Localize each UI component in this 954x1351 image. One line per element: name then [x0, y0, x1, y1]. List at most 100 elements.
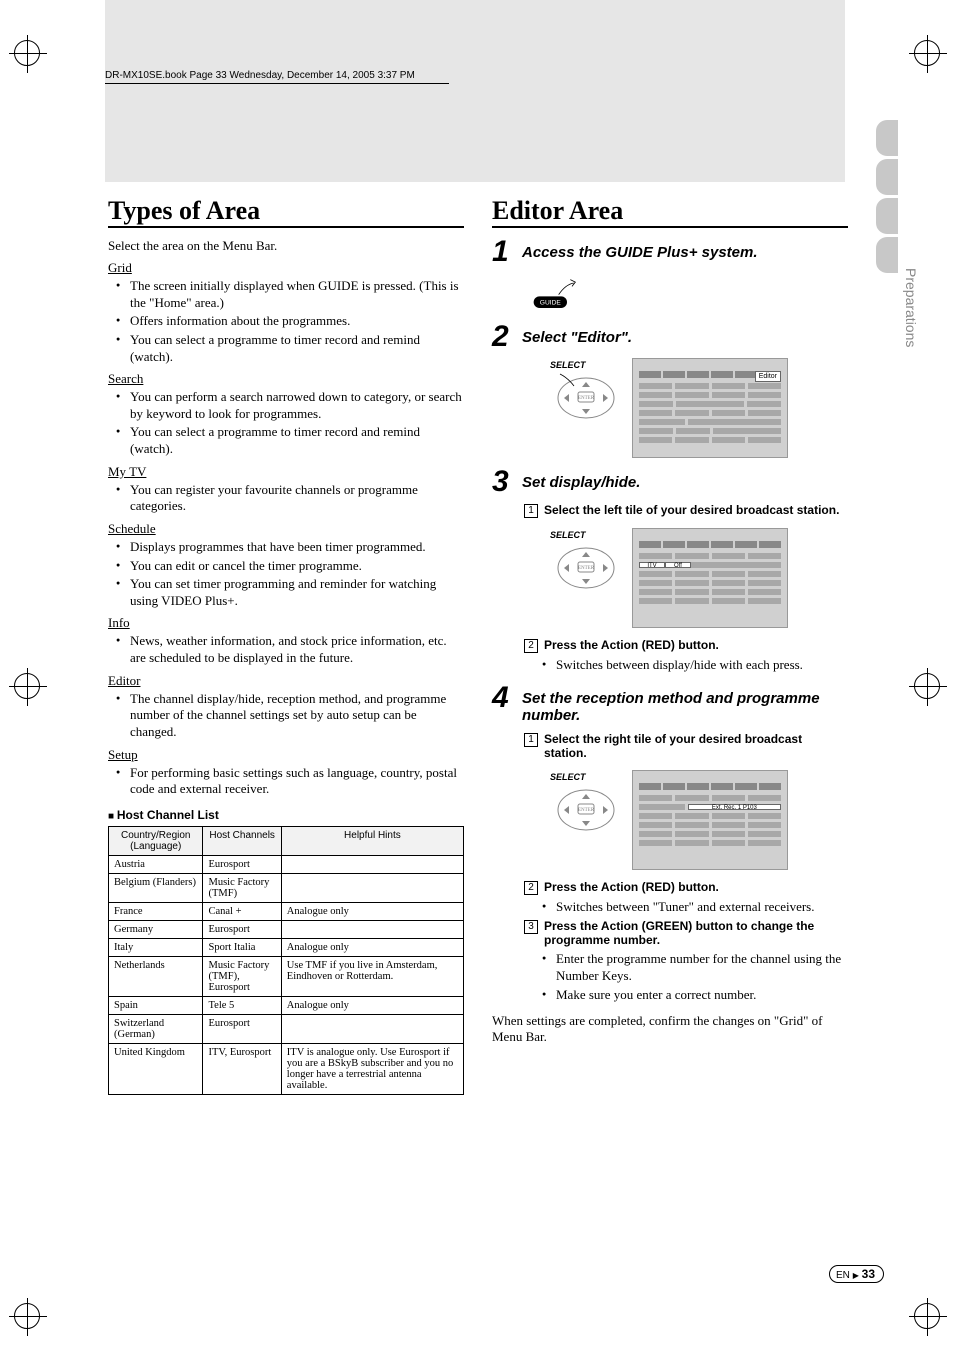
step-4-1: 1 Select the right tile of your desired …: [524, 732, 848, 760]
step-number: 1: [492, 238, 514, 265]
table-cell: ITV is analogue only. Use Eurosport if y…: [281, 1043, 463, 1094]
table-cell: [281, 873, 463, 902]
display-hide-screenshot: ITVOff: [632, 528, 788, 628]
step-3-2: 2 Press the Action (RED) button.: [524, 638, 848, 653]
step-number: 4: [492, 684, 514, 711]
crop-mark-icon: [14, 673, 40, 699]
step-3-title: Set display/hide.: [522, 468, 640, 491]
crop-mark-icon: [914, 1303, 940, 1329]
reception-screenshot: Ext. Rec. 1 P103: [632, 770, 788, 870]
table-cell: Italy: [109, 938, 203, 956]
step-3-1: 1 Select the left tile of your desired b…: [524, 503, 848, 518]
remote-select-icon: SELECT ENTER: [550, 532, 622, 594]
section-item: The channel display/hide, reception meth…: [120, 691, 464, 741]
step-number: 3: [492, 468, 514, 495]
table-cell: Germany: [109, 920, 203, 938]
host-channel-table: Country/Region (Language)Host ChannelsHe…: [108, 826, 464, 1095]
remote-select-icon: SELECT ENTER: [550, 774, 622, 836]
table-cell: France: [109, 902, 203, 920]
section-item: For performing basic settings such as la…: [120, 765, 464, 798]
section-head: Editor: [108, 673, 464, 689]
svg-text:GUIDE: GUIDE: [540, 300, 562, 307]
table-cell: Tele 5: [203, 996, 281, 1014]
top-gray-block: [105, 0, 845, 182]
table-cell: Eurosport: [203, 855, 281, 873]
table-cell: Eurosport: [203, 920, 281, 938]
section-head: Search: [108, 371, 464, 387]
table-cell: [281, 920, 463, 938]
section-head: My TV: [108, 464, 464, 480]
table-header: Host Channels: [203, 826, 281, 855]
left-title: Types of Area: [108, 196, 464, 228]
table-row: Belgium (Flanders)Music Factory (TMF): [109, 873, 464, 902]
section-item: You can perform a search narrowed down t…: [120, 389, 464, 422]
right-column: Editor Area 1 Access the GUIDE Plus+ sys…: [492, 196, 848, 1095]
crop-mark-icon: [14, 1303, 40, 1329]
section-item: The screen initially displayed when GUID…: [120, 278, 464, 311]
table-title: Host Channel List: [108, 808, 464, 822]
page-footer: EN ▶ 33: [829, 1265, 884, 1283]
table-cell: Spain: [109, 996, 203, 1014]
step-4-2-note: Switches between "Tuner" and external re…: [546, 899, 848, 916]
section-head: Info: [108, 615, 464, 631]
header-meta: DR-MX10SE.book Page 33 Wednesday, Decemb…: [105, 70, 449, 84]
step-number: 2: [492, 323, 514, 350]
svg-text:ENTER: ENTER: [578, 808, 595, 813]
step-3-2-note: Switches between display/hide with each …: [546, 657, 848, 674]
page-content: Types of Area Select the area on the Men…: [108, 196, 848, 1095]
section-item: News, weather information, and stock pri…: [120, 633, 464, 666]
right-title: Editor Area: [492, 196, 848, 228]
step-1-title: Access the GUIDE Plus+ system.: [522, 238, 758, 261]
table-cell: Sport Italia: [203, 938, 281, 956]
step-4-3-note: Enter the programme number for the chann…: [546, 951, 848, 984]
table-cell: [281, 855, 463, 873]
guide-button-icon: GUIDE: [532, 273, 582, 317]
crop-mark-icon: [914, 673, 940, 699]
section-item: You can set timer programming and remind…: [120, 576, 464, 609]
section-head: Schedule: [108, 521, 464, 537]
section-head: Setup: [108, 747, 464, 763]
table-cell: Canal +: [203, 902, 281, 920]
side-tabs: [876, 120, 898, 273]
table-cell: Belgium (Flanders): [109, 873, 203, 902]
table-row: United KingdomITV, EurosportITV is analo…: [109, 1043, 464, 1094]
svg-text:ENTER: ENTER: [578, 566, 595, 571]
table-row: FranceCanal +Analogue only: [109, 902, 464, 920]
section-item: You can select a programme to timer reco…: [120, 332, 464, 365]
step-2: 2 Select "Editor".: [492, 323, 848, 350]
table-cell: [281, 1014, 463, 1043]
table-row: SpainTele 5Analogue only: [109, 996, 464, 1014]
table-header: Helpful Hints: [281, 826, 463, 855]
section-head: Grid: [108, 260, 464, 276]
table-cell: Netherlands: [109, 956, 203, 996]
table-cell: Eurosport: [203, 1014, 281, 1043]
table-cell: Switzerland (German): [109, 1014, 203, 1043]
left-intro: Select the area on the Menu Bar.: [108, 238, 464, 254]
table-cell: Austria: [109, 855, 203, 873]
table-cell: Music Factory (TMF), Eurosport: [203, 956, 281, 996]
table-row: ItalySport ItaliaAnalogue only: [109, 938, 464, 956]
step-4-title: Set the reception method and programme n…: [522, 684, 848, 724]
section-item: Offers information about the programmes.: [120, 313, 464, 330]
table-row: Switzerland (German)Eurosport: [109, 1014, 464, 1043]
side-label: Preparations: [903, 268, 919, 347]
step-4-2: 2 Press the Action (RED) button.: [524, 880, 848, 895]
table-cell: Analogue only: [281, 938, 463, 956]
step-1: 1 Access the GUIDE Plus+ system.: [492, 238, 848, 265]
section-item: You can register your favourite channels…: [120, 482, 464, 515]
table-cell: United Kingdom: [109, 1043, 203, 1094]
table-cell: Analogue only: [281, 996, 463, 1014]
table-row: NetherlandsMusic Factory (TMF), Eurospor…: [109, 956, 464, 996]
step-4: 4 Set the reception method and programme…: [492, 684, 848, 724]
left-column: Types of Area Select the area on the Men…: [108, 196, 464, 1095]
table-cell: ITV, Eurosport: [203, 1043, 281, 1094]
section-item: You can edit or cancel the timer program…: [120, 558, 464, 575]
table-cell: Use TMF if you live in Amsterdam, Eindho…: [281, 956, 463, 996]
svg-text:ENTER: ENTER: [578, 396, 595, 401]
crop-mark-icon: [14, 40, 40, 66]
remote-select-icon: SELECT ENTER: [550, 362, 622, 424]
table-cell: Music Factory (TMF): [203, 873, 281, 902]
editor-screenshot: Editor: [632, 358, 788, 458]
section-item: You can select a programme to timer reco…: [120, 424, 464, 457]
closing-note: When settings are completed, confirm the…: [492, 1013, 848, 1045]
